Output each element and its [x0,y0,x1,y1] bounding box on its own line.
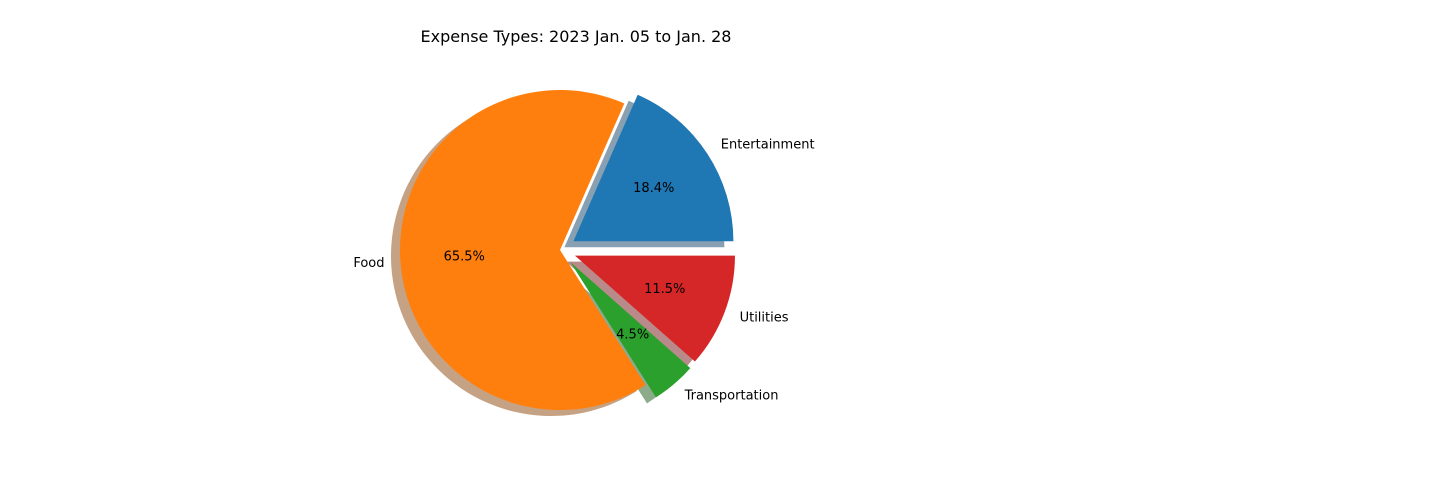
percent-label-utilities: 11.5% [644,282,685,297]
percent-label-food: 65.5% [444,250,485,265]
percent-label-entertainment: 18.4% [633,181,674,196]
category-label-transportation: Transportation [684,389,779,404]
category-label-food: Food [353,256,384,271]
slice-entertainment [573,94,734,242]
category-label-entertainment: Entertainment [721,137,815,152]
chart-title: Expense Types: 2023 Jan. 05 to Jan. 28 [421,27,732,46]
category-label-utilities: Utilities [740,310,789,325]
percent-label-transportation: 4.5% [616,328,649,343]
pie-slices [399,90,735,411]
slice-utilities [574,255,735,362]
slice-food [399,90,646,411]
pie-labels: Entertainment 18.4% Food 65.5% Transportatio… [353,137,814,403]
slice-transportation [570,262,691,398]
